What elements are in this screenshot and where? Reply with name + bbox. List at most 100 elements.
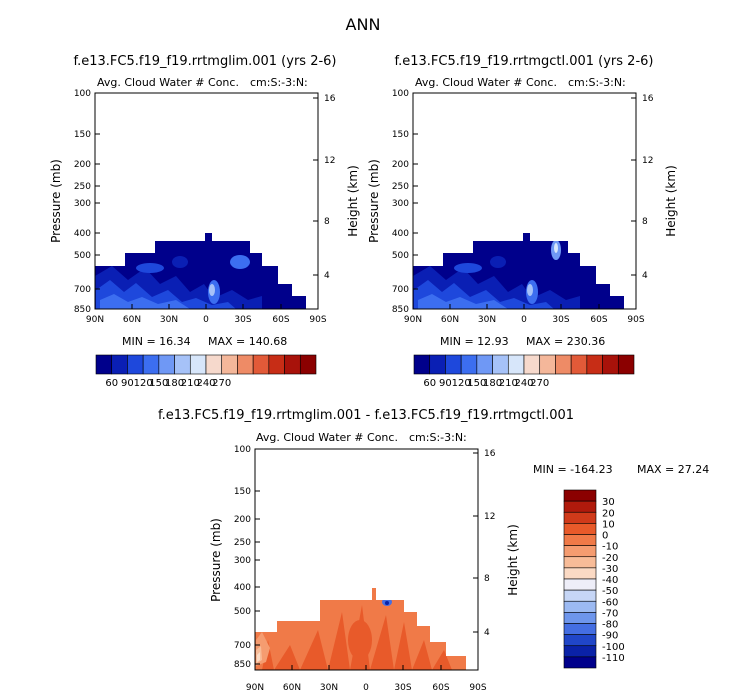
panel-2-x-tick-label: 30N: [478, 315, 496, 325]
panel-2-colorbar-label: 240: [514, 378, 533, 389]
panel-1-colorbar-label: 90: [121, 378, 134, 389]
panel-2-y-tick-label: 400: [392, 229, 409, 239]
panel-1-contour-blob-5: [172, 256, 188, 268]
panel-1-colorbar-swatch: [111, 354, 128, 375]
panel-2-colorbar-label: 270: [530, 378, 549, 389]
panel-2-contour-level-3: [418, 294, 508, 309]
panel-1-colorbar-swatch: [174, 354, 191, 375]
panel-2-max-label: MAX = 230.36: [526, 335, 605, 348]
panel-2-y2-tick-label: 8: [642, 217, 648, 227]
panel-3-colorbar-label: -90: [602, 631, 618, 642]
panel-3-title: f.e13.FC5.f19_f19.rrtmglim.001 - f.e13.F…: [158, 408, 574, 423]
panel-3-colorbar-label: -10: [602, 542, 618, 553]
panel-1-y2-tick-label: 8: [324, 217, 330, 227]
panel-1-contour-blob-4: [136, 263, 164, 273]
panel-3-colorbar-swatch: [563, 612, 597, 624]
panel-3-x-tick-label: 30S: [394, 683, 411, 693]
panel-3-y-tick-label: 300: [234, 556, 251, 566]
panel-1-colorbar-label: 120: [134, 378, 153, 389]
panel-2-y-tick-label: 150: [392, 130, 409, 140]
panel-2-colorbar-swatch: [617, 354, 635, 375]
panel-1-variable-label: Avg. Cloud Water # Conc.: [97, 76, 239, 89]
panel-1-axis-ticks: [94, 92, 319, 310]
panel-3-colorbar-swatch: [563, 545, 597, 558]
panel-2-y2-tick-label: 16: [642, 94, 654, 104]
panel-3-y2-tick-label: 12: [484, 512, 495, 522]
panel-3-colorbar-label: -50: [602, 586, 618, 597]
panel-3-y-tick-label: 200: [234, 515, 251, 525]
panel-3-variable-label: Avg. Cloud Water # Conc.: [256, 431, 398, 444]
panel-2-contour-blob-5: [454, 263, 482, 273]
panel-2-y-tick-label: 250: [392, 182, 409, 192]
panel-3-colorbar-swatch: [563, 600, 597, 613]
panel-1-y2-tick-label: 16: [324, 94, 336, 104]
panel-3-y-tick-label: 250: [234, 538, 251, 548]
panel-3: f.e13.FC5.f19_f19.rrtmglim.001 - f.e13.F…: [158, 408, 709, 693]
panel-1-colorbar-label: 150: [149, 378, 168, 389]
panel-2-y2-axis-label: Height (km): [664, 165, 678, 236]
panel-1-x-tick-label: 60N: [123, 315, 141, 325]
panel-1-colorbar-swatch: [127, 354, 144, 375]
panel-2-colorbar-swatch: [429, 354, 446, 375]
panel-3-y2-tick-label: 16: [484, 449, 496, 459]
panel-3-y-tick-label: 500: [234, 607, 251, 617]
panel-3-contour-level-4: [257, 652, 260, 662]
panel-1-y2-axis-label: Height (km): [346, 165, 360, 236]
panel-2-x-tick-label: 60N: [441, 315, 459, 325]
panel-3-x-tick-label: 90S: [469, 683, 486, 693]
panel-1-title: f.e13.FC5.f19_f19.rrtmglim.001 (yrs 2-6): [73, 54, 336, 69]
panel-1-y-tick-label: 500: [74, 251, 91, 261]
panel-2-colorbar-swatch: [539, 354, 556, 375]
panel-1-y-tick-label: 400: [74, 229, 91, 239]
panel-3-min-label: MIN = -164.23: [533, 463, 613, 476]
panel-2-colorbar-label: 60: [423, 378, 436, 389]
panel-1-y-tick-label: 250: [74, 182, 91, 192]
panel-3-colorbar-label: -60: [602, 597, 618, 608]
panel-3-colorbar-swatch: [563, 556, 597, 569]
panel-2-units-label: cm:S:-3:N:: [568, 76, 626, 89]
panel-2-min-label: MIN = 12.93: [440, 335, 509, 348]
panel-1-y2-tick-label: 4: [324, 271, 330, 281]
panel-3-y-tick-label: 400: [234, 583, 251, 593]
panel-2-colorbar-swatch: [570, 354, 588, 375]
panel-3-colorbar-label: 0: [602, 531, 608, 542]
panel-1-colorbar-swatch: [158, 354, 175, 375]
panel-3-colorbar-label: -20: [602, 553, 618, 564]
panel-2-contour-blob-4: [554, 243, 558, 253]
panel-3-colorbar-label: -100: [602, 642, 625, 653]
panel-2-y2-tick-label: 4: [642, 271, 648, 281]
panel-3-colorbar-label: -30: [602, 564, 618, 575]
panel-1-x-tick-label: 90S: [309, 315, 326, 325]
panel-1-colorbar-swatch: [95, 354, 113, 375]
panel-1-colorbar-swatch: [268, 354, 285, 375]
panel-3-contour-blob-2: [385, 601, 389, 605]
panel-2-colorbar-swatch: [492, 354, 509, 375]
panel-1-contour-level-3: [100, 294, 190, 309]
panel-3-axis-ticks: [254, 448, 479, 670]
panel-2-colorbar-label: 180: [483, 378, 502, 389]
panel-3-y2-axis-label: Height (km): [506, 524, 520, 595]
panel-1-colorbar-swatch: [284, 354, 301, 375]
panel-3-colorbar-swatch: [563, 511, 597, 524]
panel-3-units-label: cm:S:-3:N:: [409, 431, 467, 444]
panel-3-x-tick-label: 0: [363, 683, 369, 693]
panel-3-x-tick-label: 60S: [432, 683, 449, 693]
panel-2-colorbar-swatch: [460, 354, 478, 375]
panel-1-colorbar-swatch: [189, 354, 207, 375]
panel-1-colorbar-swatch: [237, 354, 254, 375]
panel-2-y-axis-label: Pressure (mb): [367, 159, 381, 243]
panel-1-units-label: cm:S:-3:N:: [250, 76, 308, 89]
panel-1-colorbar-label: 60: [105, 378, 118, 389]
panel-3-y2-tick-label: 8: [484, 574, 490, 584]
panel-1-contour-blob-3: [230, 255, 250, 269]
panel-2-y-tick-label: 100: [392, 89, 409, 99]
panel-1-x-tick-label: 30S: [234, 315, 251, 325]
panel-1-max-label: MAX = 140.68: [208, 335, 287, 348]
panel-3-y-tick-label: 850: [234, 660, 251, 670]
panel-2-axis-ticks: [412, 92, 637, 310]
panel-1-colorbar-label: 180: [165, 378, 184, 389]
panel-2-x-tick-label: 90N: [404, 315, 422, 325]
panel-2-y-tick-label: 850: [392, 305, 409, 315]
panel-1-y-tick-label: 850: [74, 305, 91, 315]
